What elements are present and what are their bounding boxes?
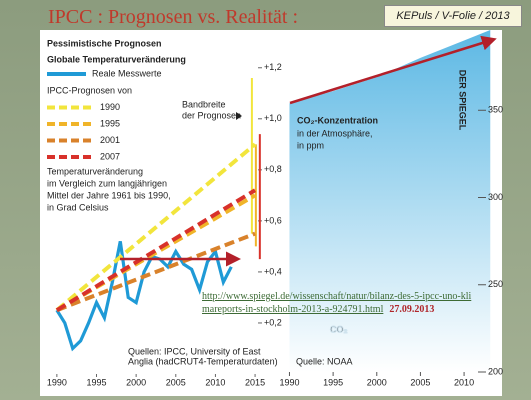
x-tick-label: 2015: [245, 377, 265, 387]
x-tick-label: 2005: [410, 377, 430, 387]
badge: KEPuls / V-Folie / 2013: [384, 5, 522, 27]
x-tick-label: 1995: [323, 377, 343, 387]
temperature-chart: +0,2 +0,4 +0,6 +0,8 +1,0 +1,2 1990 1995 2000 2005…: [47, 38, 282, 387]
series-line: [55, 240, 233, 352]
x-tick-label: 2000: [367, 377, 387, 387]
chart-title: CO₂-Konzentration: [297, 115, 378, 125]
area: [289, 30, 491, 372]
y-tick-label: 250: [488, 279, 503, 289]
chart-title: Pessimistische Prognosen: [47, 38, 162, 48]
x-tick-label: 2005: [166, 377, 186, 387]
watermark: CO₂: [330, 324, 348, 334]
y-tick-label: +0,6: [264, 215, 282, 225]
y-tick-label: 200: [488, 366, 503, 376]
publisher: DER SPIEGEL: [458, 70, 468, 131]
chart-subtitle: Globale Temperaturveränderung: [47, 54, 186, 64]
pointer: [236, 112, 242, 120]
legend-label: 2001: [100, 135, 120, 145]
co2-chart: CO₂ DER SPIEGEL CO₂-Konzentration in der At…: [279, 30, 503, 387]
series-line: [56, 231, 256, 313]
slide-title: IPCC : Prognosen vs. Realität :: [48, 6, 298, 28]
note: in Grad Celsius: [47, 202, 109, 212]
chart-subtitle: in der Atmosphäre,: [297, 128, 373, 138]
series-line: [55, 188, 257, 312]
note: im Vergleich zum langjährigen: [47, 178, 167, 188]
annotation-arrow: [289, 35, 497, 105]
legend-label: 2007: [100, 151, 120, 161]
y-tick-label: +0,4: [264, 266, 282, 276]
note: Temperaturveränderung: [47, 166, 143, 176]
legend-label: Reale Messwerte: [92, 68, 162, 78]
chart-subtitle: in ppm: [297, 140, 324, 150]
y-tick-label: +0,2: [264, 317, 282, 327]
y-tick-label: 300: [488, 192, 503, 202]
source: Quelle: NOAA: [296, 356, 353, 366]
x-tick-label: 1990: [279, 377, 299, 387]
range-label: der Prognosen: [182, 110, 241, 120]
x-tick-label: 2010: [454, 377, 474, 387]
y-tick-label: 350: [488, 105, 503, 115]
source-link: http://www.spiegel.de/wissenschaft/natur…: [202, 290, 472, 316]
note: Mittel der Jahre 1961 bis 1990,: [47, 190, 171, 200]
range-label: Bandbreite: [182, 99, 226, 109]
x-tick-label: 1995: [86, 377, 106, 387]
legend-title: IPCC-Prognosen von: [47, 85, 132, 95]
source: Quellen: IPCC, University of East: [128, 346, 261, 356]
url[interactable]: http://www.spiegel.de/wissenschaft/natur…: [202, 291, 472, 315]
y-tick-label: +1,2: [264, 62, 282, 72]
x-tick-label: 2000: [126, 377, 146, 387]
y-tick-label: +0,8: [264, 164, 282, 174]
x-tick-label: 1990: [47, 377, 67, 387]
legend-label: 1990: [100, 102, 120, 112]
legend-label: 1995: [100, 118, 120, 128]
y-tick-label: +1,0: [264, 113, 282, 123]
x-tick-label: 2010: [205, 377, 225, 387]
series-line: [55, 142, 257, 312]
date: 27.09.2013: [389, 304, 435, 315]
source: Anglia (hadCRUT4-Temperaturdaten): [128, 356, 278, 366]
